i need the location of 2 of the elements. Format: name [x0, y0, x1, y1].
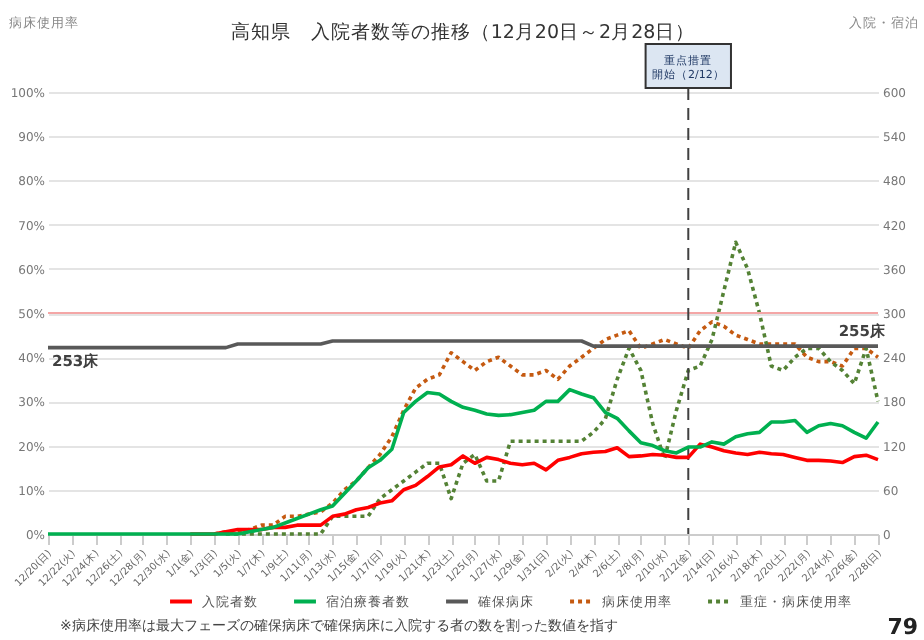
text: 79: [887, 614, 918, 640]
chart-title: 高知県 入院者数等の推移（12月20日～2月28日）: [230, 20, 696, 44]
